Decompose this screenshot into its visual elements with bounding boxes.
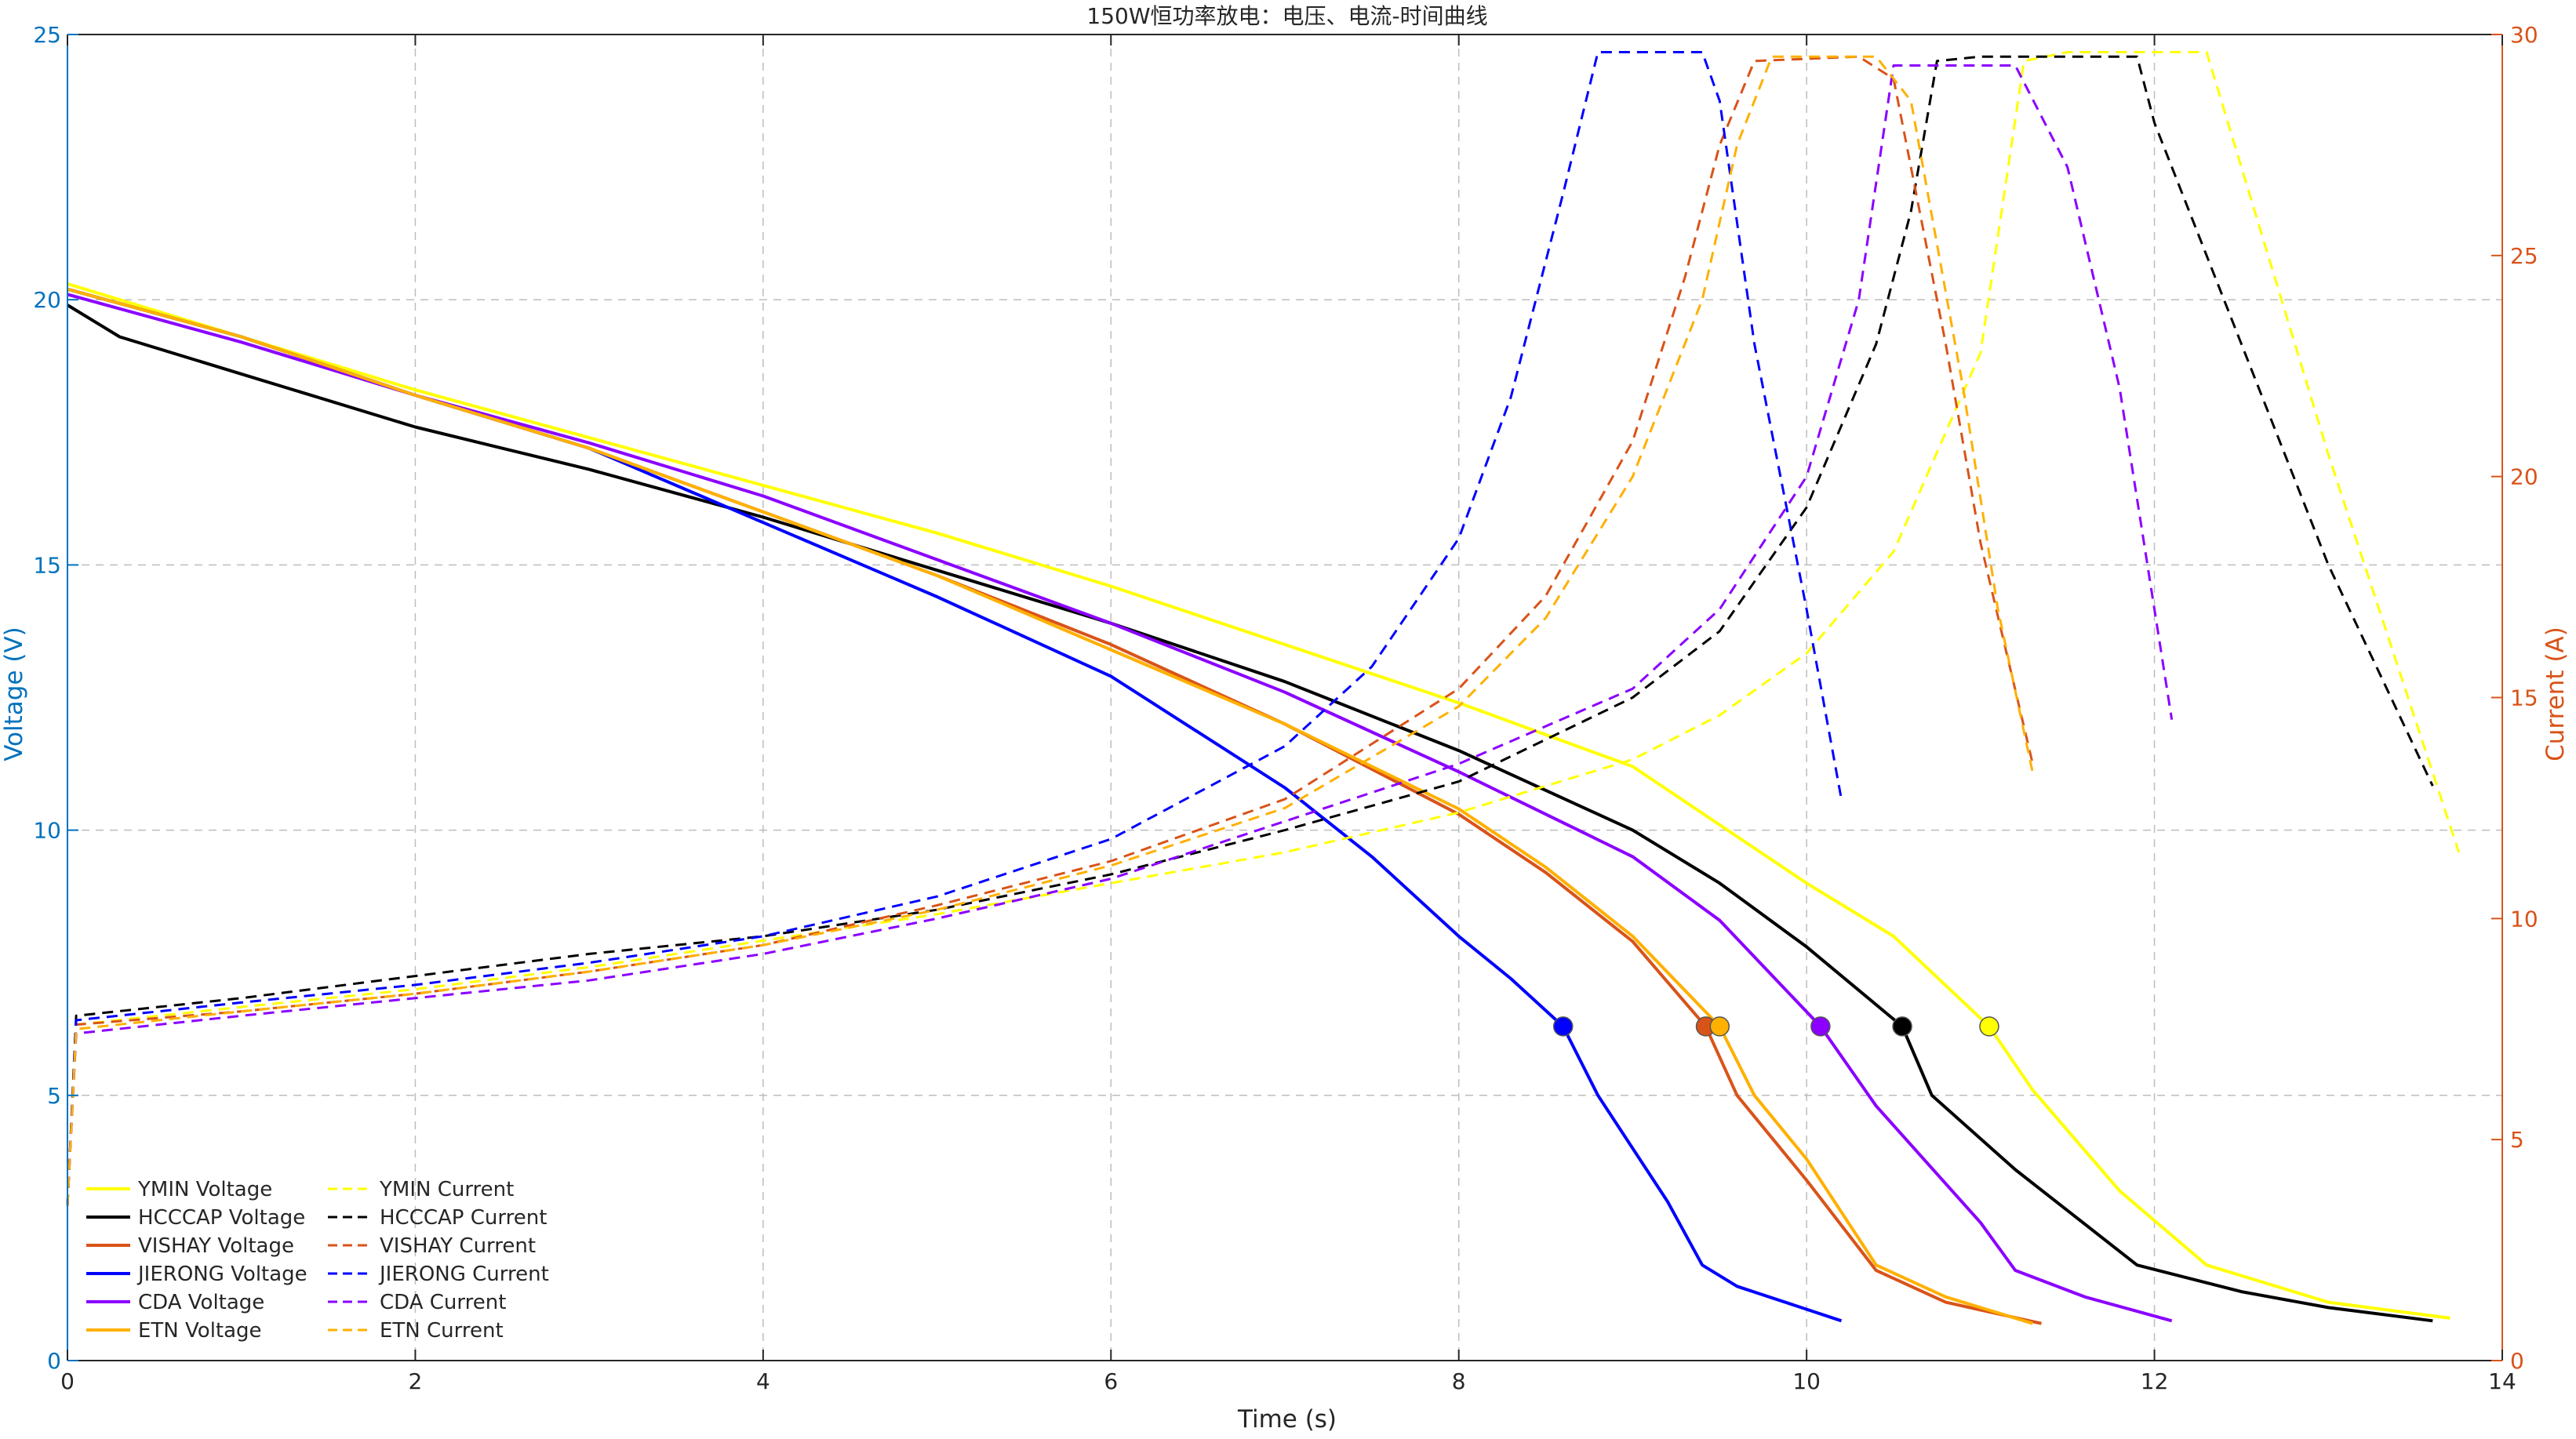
- series-line-cda-voltage: [67, 293, 2173, 1323]
- y-left-tick-label: 20: [33, 287, 61, 313]
- y-left-tick-label: 0: [47, 1348, 61, 1374]
- y-right-tick-label: 10: [2510, 906, 2538, 932]
- y-axis-label-right: Current (A): [2541, 627, 2570, 761]
- y-right-tick-label: 5: [2510, 1127, 2524, 1153]
- series-line-etn-voltage: [67, 287, 2033, 1325]
- series-line-hcccap-current: [66, 55, 2434, 1206]
- series-markers: [1552, 1016, 1999, 1037]
- legend-label-jierong-voltage: JIERONG Voltage: [136, 1263, 307, 1286]
- y-right-tick-label: 0: [2510, 1348, 2524, 1374]
- series-marker-ymin-voltage: [1979, 1016, 1999, 1037]
- x-tick-label: 12: [2141, 1368, 2169, 1394]
- chart-title: 150W恒功率放电：电压、电流-时间曲线: [1086, 3, 1487, 29]
- y-right-tick-label: 25: [2510, 243, 2538, 269]
- series-marker-cda-voltage: [1810, 1016, 1831, 1037]
- legend-label-jierong-current: JIERONG Current: [378, 1263, 549, 1286]
- series-line-jierong-current: [66, 51, 1843, 1206]
- series-line-ymin-voltage: [67, 282, 2450, 1320]
- y-right-tick-label: 30: [2510, 22, 2538, 48]
- y-left-tick-label: 15: [33, 552, 61, 578]
- x-tick-label: 4: [756, 1368, 770, 1394]
- x-axis-label: Time (s): [1237, 1405, 1337, 1434]
- legend-label-hcccap-current: HCCCAP Current: [380, 1206, 547, 1230]
- series-line-cda-current: [66, 64, 2174, 1206]
- x-tick-label: 10: [1792, 1368, 1821, 1394]
- legend-label-ymin-voltage: YMIN Voltage: [137, 1178, 272, 1201]
- x-tick-label: 2: [409, 1368, 423, 1394]
- series-marker-hcccap-voltage: [1892, 1016, 1912, 1037]
- y-left-tick-label: 10: [33, 818, 61, 844]
- legend-label-cda-current: CDA Current: [380, 1291, 506, 1314]
- series-lines: [66, 51, 2461, 1325]
- legend-label-ymin-current: YMIN Current: [379, 1178, 514, 1201]
- x-tick-label: 0: [60, 1368, 75, 1394]
- x-tick-label: 6: [1104, 1368, 1118, 1394]
- y-axis-label-left: Voltage (V): [0, 627, 28, 761]
- y-right-tick-label: 15: [2510, 685, 2538, 711]
- legend-label-etn-voltage: ETN Voltage: [138, 1319, 262, 1343]
- series-line-ymin-current: [66, 51, 2461, 1206]
- series-line-etn-current: [66, 55, 2034, 1206]
- y-left-tick-label: 5: [47, 1083, 61, 1109]
- series-marker-jierong-voltage: [1552, 1016, 1574, 1037]
- y-left-tick-label: 25: [33, 22, 61, 48]
- legend-label-cda-voltage: CDA Voltage: [138, 1291, 264, 1314]
- legend: YMIN Voltage HCCCAP Voltage VISHAY Voltage…: [86, 1178, 549, 1343]
- y-right-tick-label: 20: [2510, 464, 2538, 490]
- x-tick-label: 14: [2488, 1368, 2516, 1394]
- legend-label-vishay-voltage: VISHAY Voltage: [138, 1234, 294, 1258]
- x-tick-label: 8: [1452, 1368, 1466, 1394]
- series-line-hcccap-voltage: [66, 303, 2433, 1323]
- series-marker-etn-voltage: [1709, 1016, 1730, 1037]
- legend-label-etn-current: ETN Current: [380, 1319, 504, 1343]
- legend-label-vishay-current: VISHAY Current: [380, 1234, 536, 1258]
- legend-label-hcccap-voltage: HCCCAP Voltage: [138, 1206, 305, 1230]
